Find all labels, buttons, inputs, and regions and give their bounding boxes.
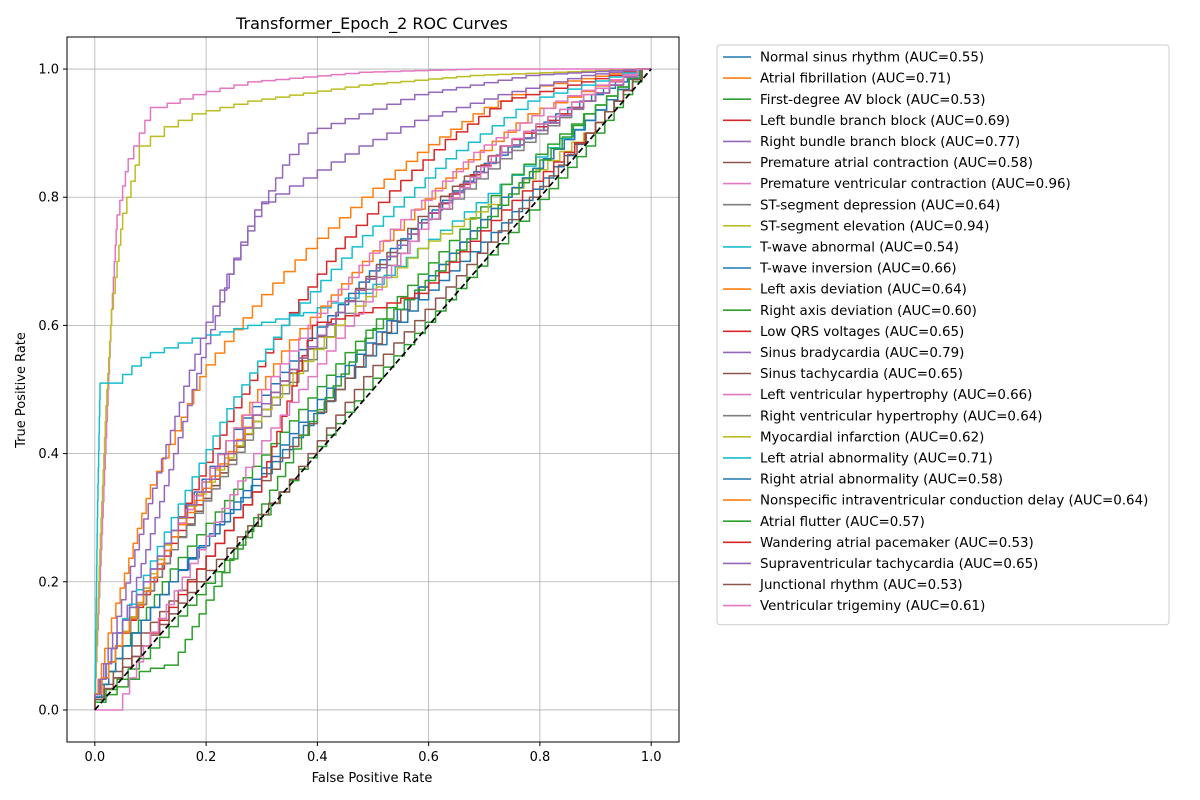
roc-curve-23: [94, 68, 652, 710]
y-axis-label: True Positive Rate: [14, 332, 29, 449]
y-tick-label: 0.6: [38, 319, 59, 334]
legend-entry: T-wave inversion (AUC=0.66): [759, 262, 957, 277]
roc-curve-7: [94, 68, 652, 710]
legend-box: [716, 44, 1170, 626]
roc-curve-21: [94, 68, 652, 710]
chance-line-layer: [94, 68, 652, 711]
legend-entry: Junctional rhythm (AUC=0.53): [759, 578, 963, 593]
axis-ticks: 0.0 0.2 0.4 0.6 0.8 1.0 0.0 0.2 0.4 0.6 0.8 1.0: [38, 63, 661, 765]
roc-curve-5: [94, 68, 652, 710]
legend-entry: T-wave abnormal (AUC=0.54): [759, 241, 959, 256]
legend-entry: Atrial flutter (AUC=0.57): [760, 515, 925, 530]
roc-curve-24: [94, 68, 652, 710]
axes-frame: [66, 36, 680, 743]
y-tick-label: 0.8: [38, 191, 59, 206]
roc-curve-18: [94, 68, 652, 710]
legend-entry: Right ventricular hypertrophy (AUC=0.64): [760, 409, 1042, 424]
legend: Normal sinus rhythm (AUC=0.55) Atrial fib…: [716, 44, 1170, 626]
legend-entry: Wandering atrial pacemaker (AUC=0.53): [760, 536, 1034, 551]
legend-entry: Ventricular trigeminy (AUC=0.61): [760, 599, 985, 614]
legend-entry: Left atrial abnormality (AUC=0.71): [760, 452, 993, 467]
x-tick-label: 0.0: [84, 750, 105, 765]
y-tick-label: 0.2: [38, 575, 59, 590]
legend-entry: Right axis deviation (AUC=0.60): [760, 304, 977, 319]
x-tick-label: 0.2: [196, 750, 217, 765]
legend-entry: Sinus tachycardia (AUC=0.65): [760, 367, 963, 382]
legend-entry: ST-segment elevation (AUC=0.94): [760, 219, 989, 234]
legend-entry: ST-segment depression (AUC=0.64): [760, 198, 1000, 213]
x-tick-label: 0.6: [418, 750, 439, 765]
roc-curve-26: [94, 68, 652, 710]
legend-entry: Premature atrial contraction (AUC=0.58): [760, 156, 1033, 171]
roc-curve-15: [94, 68, 652, 710]
legend-entry: Right atrial abnormality (AUC=0.58): [760, 473, 1003, 488]
legend-entry: Sinus bradycardia (AUC=0.79): [760, 346, 964, 361]
x-tick-label: 0.8: [530, 750, 551, 765]
chart-title: Transformer_Epoch_2 ROC Curves: [235, 14, 508, 34]
y-tick-label: 0.0: [38, 703, 59, 718]
legend-entry: Right bundle branch block (AUC=0.77): [760, 135, 1020, 150]
legend-entry: First-degree AV block (AUC=0.53): [760, 93, 986, 108]
roc-curve-27: [94, 68, 652, 711]
legend-entry: Left axis deviation (AUC=0.64): [760, 283, 967, 298]
roc-curve-9: [94, 68, 652, 710]
legend-entry: Nonspecific intraventricular conduction …: [760, 494, 1148, 509]
legend-entry: Low QRS voltages (AUC=0.65): [760, 325, 964, 340]
x-tick-label: 0.4: [307, 750, 328, 765]
legend-entry: Myocardial infarction (AUC=0.62): [760, 430, 984, 445]
x-axis-label: False Positive Rate: [312, 771, 433, 786]
y-tick-label: 1.0: [38, 63, 59, 78]
legend-entry: Left bundle branch block (AUC=0.69): [760, 114, 1010, 129]
y-tick-label: 0.4: [38, 447, 59, 462]
legend-entry: Supraventricular tachycardia (AUC=0.65): [760, 557, 1038, 572]
roc-curve-20: [94, 68, 652, 710]
roc-curve-13: [94, 68, 652, 710]
x-tick-label: 1.0: [641, 750, 662, 765]
legend-entry: Normal sinus rhythm (AUC=0.55): [760, 51, 984, 66]
legend-entry: Atrial fibrillation (AUC=0.71): [760, 72, 951, 87]
plot-series: [94, 68, 652, 711]
chance-line: [94, 68, 652, 711]
legend-entry: Left ventricular hypertrophy (AUC=0.66): [760, 388, 1032, 403]
legend-entry: Premature ventricular contraction (AUC=0…: [760, 177, 1071, 192]
